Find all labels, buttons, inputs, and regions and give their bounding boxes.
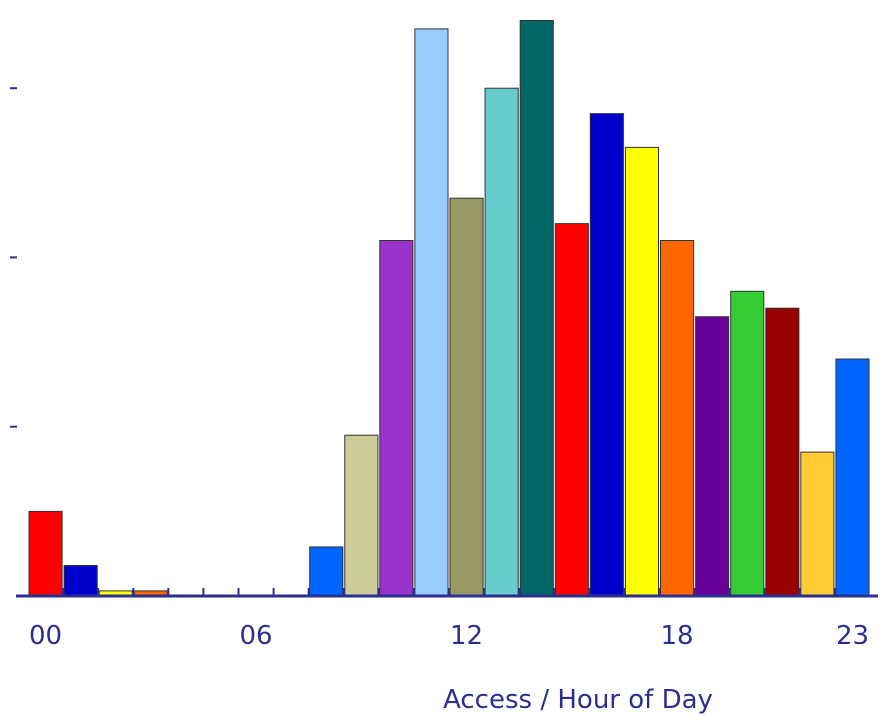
bar-hour-16 [589, 113, 624, 597]
bar-hour-01 [63, 565, 98, 597]
bar-hour-00 [28, 510, 63, 597]
bar-hour-18 [660, 240, 695, 597]
y-axis-ticks [10, 87, 17, 428]
bar-hour-20 [730, 290, 765, 597]
x-axis-minor-ticks [62, 588, 836, 596]
x-axis-title: Access / Hour of Day [443, 685, 713, 715]
bar-hour-23 [835, 358, 870, 597]
bar-hour-19 [695, 316, 730, 597]
bar-hour-17 [624, 146, 660, 597]
bar-hour-13 [484, 87, 519, 597]
bars [28, 20, 870, 597]
x-tick-label: 06 [239, 621, 272, 651]
bar-hour-15 [554, 223, 589, 597]
bar-hour-10 [379, 240, 414, 597]
bar-hour-14 [519, 20, 554, 597]
bar-hour-12 [449, 197, 484, 597]
x-axis-tick-labels: 00 06 12 18 23 [29, 621, 869, 651]
bar-hour-09 [344, 434, 379, 597]
bar-hour-21 [765, 307, 800, 597]
x-tick-label: 18 [660, 621, 693, 651]
x-tick-label: 00 [29, 621, 62, 651]
bar-hour-08 [309, 546, 344, 597]
x-tick-label: 23 [836, 621, 869, 651]
x-tick-label: 12 [450, 621, 483, 651]
bar-hour-11 [414, 28, 449, 597]
bar-hour-22 [800, 451, 835, 597]
